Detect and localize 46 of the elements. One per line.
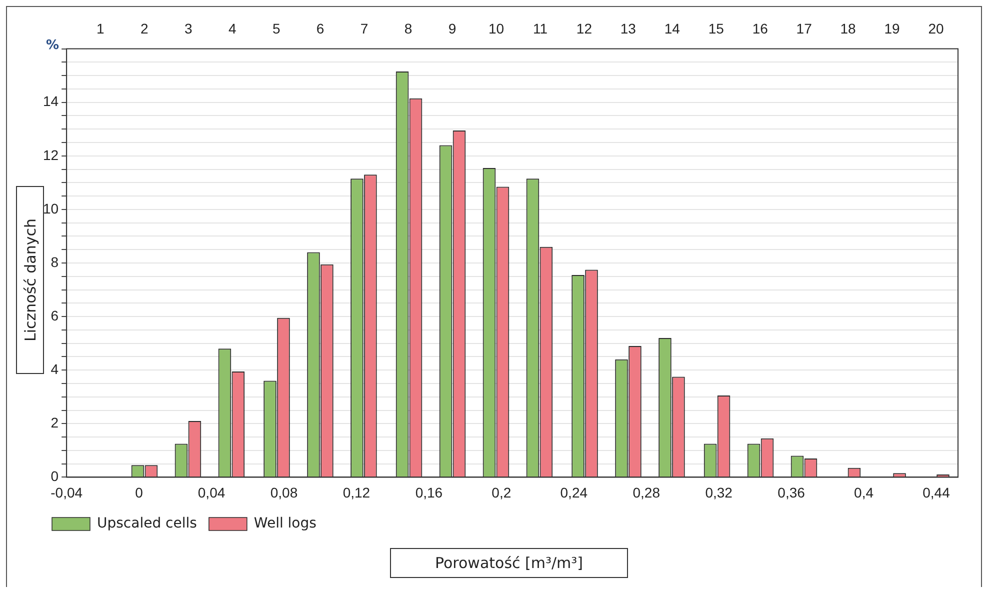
x2-tick-label: 16 <box>752 20 768 36</box>
x-tick-label: 0,16 <box>415 484 443 500</box>
x-tick-label: 0,44 <box>922 484 950 500</box>
y-tick-label: 12 <box>42 146 59 163</box>
x2-tick-label: 19 <box>884 20 900 36</box>
x2-tick-label: 17 <box>796 20 812 36</box>
x-tick-label: 0,32 <box>705 484 733 500</box>
x-tick-label: 0,36 <box>778 484 806 500</box>
x2-tick-label: 3 <box>184 20 192 36</box>
x2-tick-label: 9 <box>448 20 456 36</box>
x-tick-label: 0,28 <box>632 484 660 500</box>
x-tick-label: 0,04 <box>198 484 226 500</box>
x2-tick-label: 4 <box>228 20 236 36</box>
x2-tick-label: 1 <box>96 20 105 36</box>
legend-label: Upscaled cells <box>97 516 197 532</box>
x-tick-label: 0,2 <box>492 484 512 500</box>
x2-tick-label: 14 <box>664 20 680 36</box>
y-tick-label: 8 <box>50 254 59 270</box>
x2-tick-label: 12 <box>576 20 592 36</box>
x-tick-label: 0,08 <box>270 484 298 500</box>
x-axis-title: Porowatość [m³/m³] <box>390 548 628 578</box>
x2-tick-label: 8 <box>404 20 412 36</box>
text: % <box>46 38 60 53</box>
x2-tick-label: 13 <box>620 20 636 36</box>
x2-tick-label: 7 <box>360 20 368 36</box>
x2-tick-label: 10 <box>488 20 504 36</box>
x-tick-label: 0,24 <box>560 484 588 500</box>
x-tick-label: 0,12 <box>342 484 370 500</box>
y-tick-label: 6 <box>50 307 59 324</box>
x2-tick-label: 6 <box>316 20 324 36</box>
y-tick-label: 10 <box>42 200 59 216</box>
x2-tick-label: 11 <box>532 20 548 36</box>
x-tick-label: 0 <box>135 484 144 500</box>
y-tick-label: 14 <box>42 93 59 110</box>
x-tick-label: -0,04 <box>50 484 83 500</box>
x2-tick-label: 15 <box>708 20 724 36</box>
x2-tick-label: 18 <box>840 20 856 36</box>
y-tick-label: 2 <box>50 414 59 431</box>
y-tick-label: 4 <box>50 360 59 377</box>
y-axis-title: Liczność danych <box>21 218 40 342</box>
legend-label: Well logs <box>254 516 316 532</box>
x-tick-label: 0,4 <box>854 484 874 500</box>
y-tick-label: 0 <box>50 468 59 484</box>
x2-tick-label: 5 <box>272 20 280 36</box>
x2-tick-label: 20 <box>928 20 944 36</box>
x2-tick-label: 2 <box>140 20 149 36</box>
